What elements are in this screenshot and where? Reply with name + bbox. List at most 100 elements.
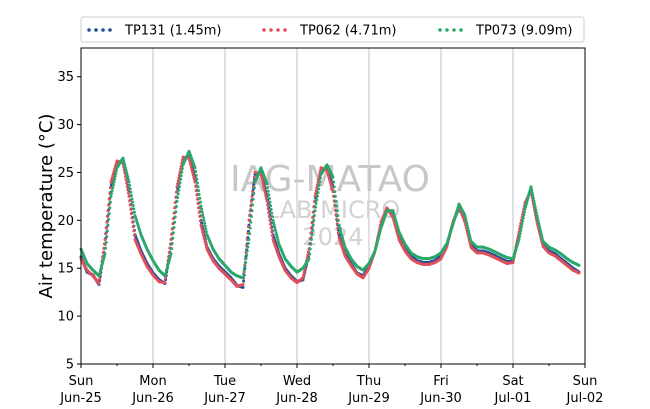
data-point: [312, 214, 316, 218]
legend-marker: [276, 28, 280, 32]
data-point: [314, 205, 318, 209]
data-point: [177, 188, 181, 192]
data-point: [204, 230, 208, 234]
data-point: [270, 211, 274, 215]
data-point: [265, 199, 269, 203]
data-point: [104, 226, 108, 230]
x-tick-label-date: Jul-01: [494, 391, 532, 406]
data-point: [175, 199, 179, 203]
data-point: [269, 226, 273, 230]
data-point: [131, 200, 135, 204]
data-point: [272, 223, 276, 227]
data-point: [194, 170, 198, 174]
data-point: [316, 191, 320, 195]
data-point: [125, 170, 129, 174]
data-point: [123, 166, 127, 170]
data-point: [269, 207, 273, 211]
vertical-gridlines: [152, 48, 514, 364]
data-point: [197, 193, 201, 197]
data-point: [242, 268, 246, 272]
data-point: [108, 200, 112, 204]
data-point: [199, 204, 203, 208]
data-point: [107, 197, 111, 201]
data-point: [176, 192, 180, 196]
data-point: [335, 204, 339, 208]
data-point: [314, 202, 318, 206]
data-point: [314, 189, 318, 193]
data-point: [202, 218, 206, 222]
x-tick-label-day: Thu: [356, 374, 381, 389]
data-point: [131, 204, 135, 208]
x-tick-label-date: Jul-02: [566, 391, 604, 406]
data-point: [377, 233, 381, 237]
data-point: [194, 173, 198, 177]
data-point: [311, 228, 315, 232]
data-point: [108, 186, 112, 190]
data-point: [103, 252, 107, 256]
data-point: [204, 242, 208, 246]
data-point: [275, 235, 279, 239]
data-point: [130, 197, 134, 201]
data-point: [313, 209, 317, 213]
data-point: [121, 156, 125, 160]
x-tick-label-day: Sat: [502, 374, 523, 389]
y-tick-label: 35: [57, 70, 74, 85]
data-point: [269, 204, 273, 208]
data-point: [518, 234, 522, 238]
data-point: [266, 186, 270, 190]
data-point: [332, 185, 336, 189]
x-tick-label-date: Jun-30: [419, 391, 462, 406]
data-point: [131, 220, 135, 224]
data-point: [465, 221, 469, 225]
data-point: [105, 229, 109, 233]
data-point: [252, 183, 256, 187]
data-point: [270, 215, 274, 219]
data-point: [261, 180, 265, 184]
x-tick-label-date: Jun-28: [275, 391, 318, 406]
data-point: [274, 230, 278, 234]
data-point: [317, 187, 321, 191]
data-point: [97, 282, 101, 286]
data-point: [378, 228, 382, 232]
x-tick-label-date: Jun-29: [347, 391, 390, 406]
legend-marker: [87, 28, 91, 32]
data-point: [132, 210, 136, 214]
data-point: [531, 196, 535, 200]
x-tick-label-date: Jun-26: [131, 391, 174, 406]
data-point: [196, 185, 200, 189]
data-point: [537, 224, 541, 228]
data-point: [273, 228, 277, 232]
data-point: [318, 169, 322, 173]
data-point: [313, 194, 317, 198]
data-point: [529, 185, 533, 189]
data-point: [276, 238, 280, 242]
data-point: [311, 223, 315, 227]
data-point: [201, 215, 205, 219]
data-point: [251, 197, 255, 201]
legend-marker: [94, 28, 98, 32]
data-point: [197, 206, 201, 210]
data-point: [318, 180, 322, 184]
data-point: [252, 175, 256, 179]
data-point: [132, 229, 136, 233]
series-group: [79, 155, 581, 288]
data-point: [266, 207, 270, 211]
data-point: [249, 215, 253, 219]
data-point: [263, 188, 267, 192]
data-point: [126, 191, 130, 195]
data-point: [468, 237, 472, 241]
data-point: [266, 203, 270, 207]
legend-label: TP062 (4.71m): [299, 24, 396, 39]
data-point: [114, 169, 118, 173]
data-point: [534, 211, 538, 215]
data-point: [534, 208, 538, 212]
data-point: [170, 247, 174, 251]
y-tick-label: 20: [57, 214, 74, 229]
data-point: [128, 183, 132, 187]
y-tick-label: 30: [57, 118, 74, 133]
data-point: [122, 159, 126, 163]
data-point: [467, 232, 471, 236]
y-tick-label: 15: [57, 262, 74, 277]
data-point: [130, 216, 134, 220]
data-point: [315, 194, 319, 198]
